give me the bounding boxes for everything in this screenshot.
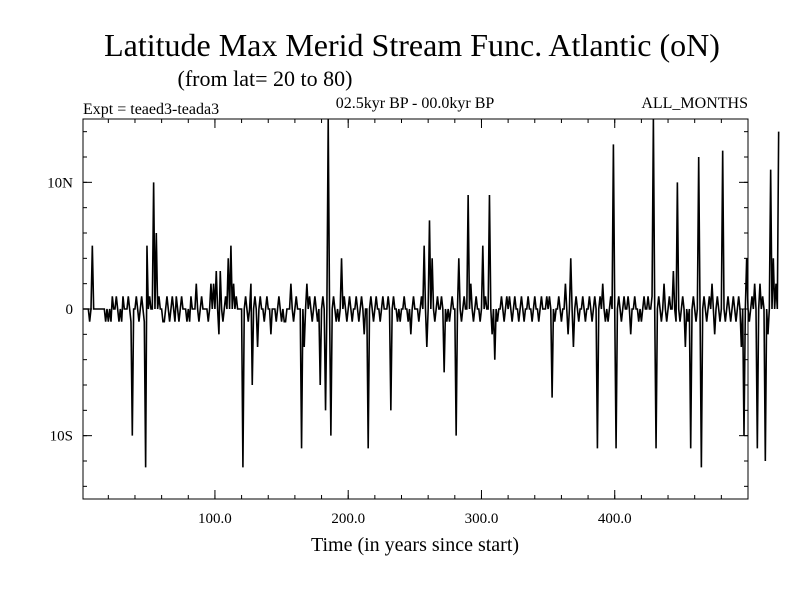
y-tick-label: 0 [66,302,74,318]
x-tick-label: 400.0 [598,511,632,527]
x-tick-label: 300.0 [465,511,499,527]
x-tick-label: 200.0 [331,511,365,527]
plot-area: 100.0 200.0 300.0 400.0 10N 0 10S [47,118,780,527]
chart-title: Latitude Max Merid Stream Func. Atlantic… [104,27,720,63]
season-label: ALL_MONTHS [641,95,748,112]
y-tick-label: 10S [50,429,73,445]
period-label: 02.5kyr BP - 00.0kyr BP [336,95,495,112]
experiment-label: Expt = teaed3-teada3 [83,101,219,118]
data-series-line [83,118,780,468]
y-tick-label: 10N [47,175,73,191]
x-axis-label: Time (in years since start) [311,534,519,556]
x-tick-label: 100.0 [198,511,232,527]
chart-subtitle: (from lat= 20 to 80) [178,66,353,91]
